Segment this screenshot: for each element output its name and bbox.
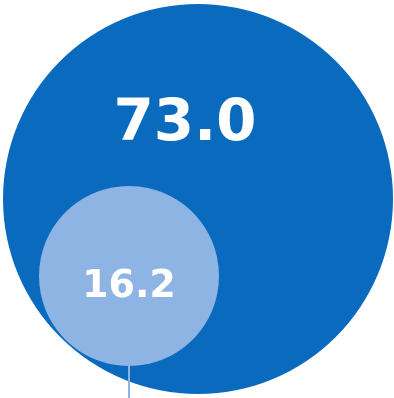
bubble-large-label: 73.0 [113, 86, 256, 154]
bubble-small [39, 186, 219, 366]
bubble-small-label: 16.2 [82, 262, 176, 306]
